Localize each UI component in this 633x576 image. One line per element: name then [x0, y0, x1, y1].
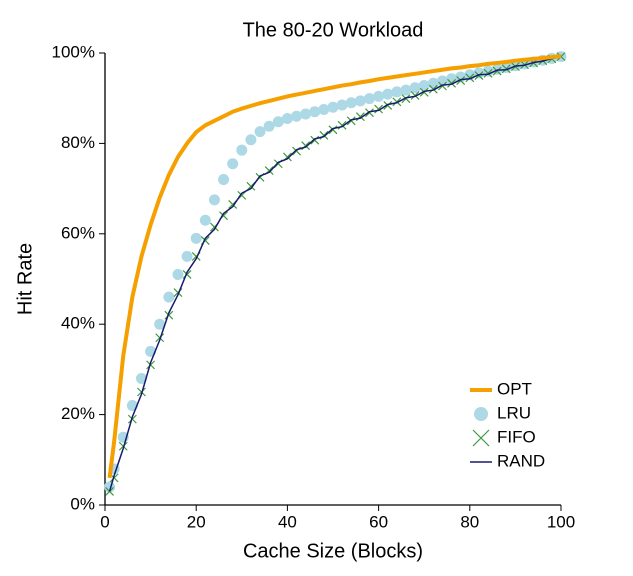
data-point [328, 125, 338, 135]
legend-label: FIFO [497, 427, 536, 446]
data-point [172, 268, 184, 280]
data-point [354, 95, 366, 107]
x-tick-label: 20 [187, 512, 206, 531]
data-point [382, 88, 394, 100]
y-tick-label: 80% [61, 133, 95, 152]
series-line [108, 56, 562, 492]
data-point [291, 110, 303, 122]
legend-label: LRU [497, 403, 531, 422]
data-point [263, 120, 275, 132]
x-axis-label: Cache Size (Blocks) [243, 540, 423, 562]
data-point [383, 101, 393, 110]
data-point [483, 68, 493, 78]
legend-item: RAND [470, 451, 545, 470]
data-point [163, 291, 175, 303]
x-tick-label: 100 [547, 512, 575, 531]
data-point [410, 91, 420, 100]
data-point [336, 99, 348, 111]
data-point [373, 90, 385, 102]
data-point [474, 71, 484, 81]
data-point [272, 116, 284, 128]
data-point [456, 76, 466, 85]
y-tick-label: 60% [61, 223, 95, 242]
data-point [190, 232, 202, 244]
legend-item: OPT [470, 379, 532, 398]
data-point [236, 144, 248, 156]
data-point [345, 97, 357, 109]
data-point [409, 82, 421, 94]
data-point [327, 101, 339, 113]
legend-label: RAND [497, 451, 545, 470]
legend-swatch [474, 407, 488, 421]
x-tick-label: 60 [369, 512, 388, 531]
legend-swatch [472, 429, 490, 447]
data-point [154, 318, 166, 330]
legend-label: OPT [497, 379, 532, 398]
y-tick-label: 0% [70, 494, 95, 513]
data-point [392, 97, 402, 107]
data-point [318, 104, 330, 115]
data-point [391, 86, 403, 98]
data-point [447, 78, 456, 88]
data-point [374, 104, 384, 114]
data-point [446, 73, 458, 85]
data-point [254, 126, 266, 138]
data-point [465, 73, 475, 83]
series-line [107, 54, 562, 479]
chart-title: The 80-20 Workload [243, 19, 424, 41]
y-axis-label: Hit Rate [14, 243, 36, 315]
y-tick-label: 40% [61, 314, 95, 333]
data-point [401, 94, 411, 104]
x-tick-label: 80 [460, 512, 479, 531]
data-point [501, 64, 511, 74]
data-point [428, 84, 438, 94]
x-tick-label: 40 [278, 512, 297, 531]
x-tick-label: 0 [100, 512, 109, 531]
data-point [245, 134, 257, 146]
data-point [419, 87, 429, 97]
data-point [400, 84, 412, 96]
data-point [300, 108, 312, 120]
data-point [418, 80, 430, 92]
data-point [492, 66, 502, 76]
data-point [218, 174, 230, 186]
data-point [438, 81, 447, 91]
data-point [208, 194, 220, 206]
data-point [337, 120, 347, 130]
data-point [227, 158, 239, 170]
data-point [181, 250, 193, 262]
y-tick-label: 100% [52, 42, 95, 61]
data-point [135, 372, 147, 384]
data-point [309, 106, 321, 118]
data-point [281, 113, 293, 125]
legend-item: LRU [474, 403, 531, 422]
data-point [363, 93, 375, 105]
data-point [199, 214, 211, 226]
legend-item: FIFO [472, 427, 536, 447]
data-point [355, 112, 365, 122]
y-tick-label: 20% [61, 404, 95, 423]
